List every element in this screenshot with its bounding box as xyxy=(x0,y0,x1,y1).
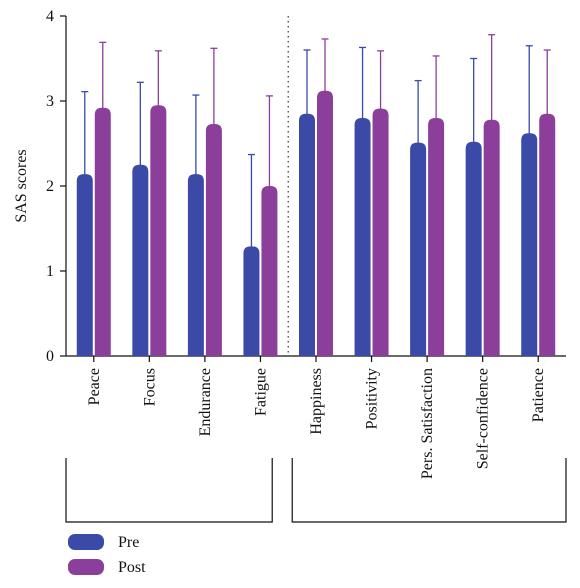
category-label: Happiness xyxy=(308,368,325,435)
category-label: Focus xyxy=(141,368,158,406)
bar-pre xyxy=(76,174,93,356)
category-label: Peace xyxy=(86,368,103,405)
legend-label-post: Post xyxy=(118,559,146,576)
category-label: Fatigue xyxy=(252,368,269,416)
bar-post xyxy=(205,123,222,356)
left-group-bracket xyxy=(65,458,273,523)
legend-swatch-post xyxy=(68,559,104,575)
y-tick-label: 3 xyxy=(46,93,54,110)
y-tick-label: 0 xyxy=(46,348,54,365)
bars xyxy=(76,34,556,357)
bar-pre xyxy=(132,164,149,356)
bar-pre xyxy=(299,113,315,356)
bar-pre xyxy=(243,246,260,356)
y-tick-label: 1 xyxy=(46,263,54,280)
y-tick-label: 2 xyxy=(46,178,54,195)
bar-pre xyxy=(354,118,371,356)
bar-pre xyxy=(187,174,204,356)
legend: Pre Post xyxy=(68,534,146,576)
right-group-bracket xyxy=(291,458,567,523)
category-label: Patience xyxy=(530,368,547,422)
legend-swatch-pre xyxy=(68,534,104,550)
category-label: Pers. Satisfaction xyxy=(419,368,436,479)
category-label: Positivity xyxy=(364,368,381,429)
bar-post xyxy=(372,108,389,357)
bar-pre xyxy=(410,142,427,356)
category-labels: Peace Focus Endurance Fatigue Happiness Posit… xyxy=(86,368,547,479)
bar-post xyxy=(539,113,556,356)
bar-pre xyxy=(521,133,538,356)
axes: 0 1 2 3 4 xyxy=(46,8,567,523)
bar-post xyxy=(94,107,111,356)
y-axis-label: SAS scores xyxy=(13,149,30,222)
legend-label-pre: Pre xyxy=(118,534,139,551)
bar-post xyxy=(483,119,500,356)
bar-pre xyxy=(465,141,482,356)
category-label: Endurance xyxy=(197,368,214,436)
category-label: Self-confidence xyxy=(475,368,492,469)
y-tick-label: 4 xyxy=(46,8,54,25)
bar-post xyxy=(150,105,167,356)
bar-post xyxy=(317,90,333,357)
bar-post xyxy=(261,186,278,356)
bar-post xyxy=(428,118,445,356)
